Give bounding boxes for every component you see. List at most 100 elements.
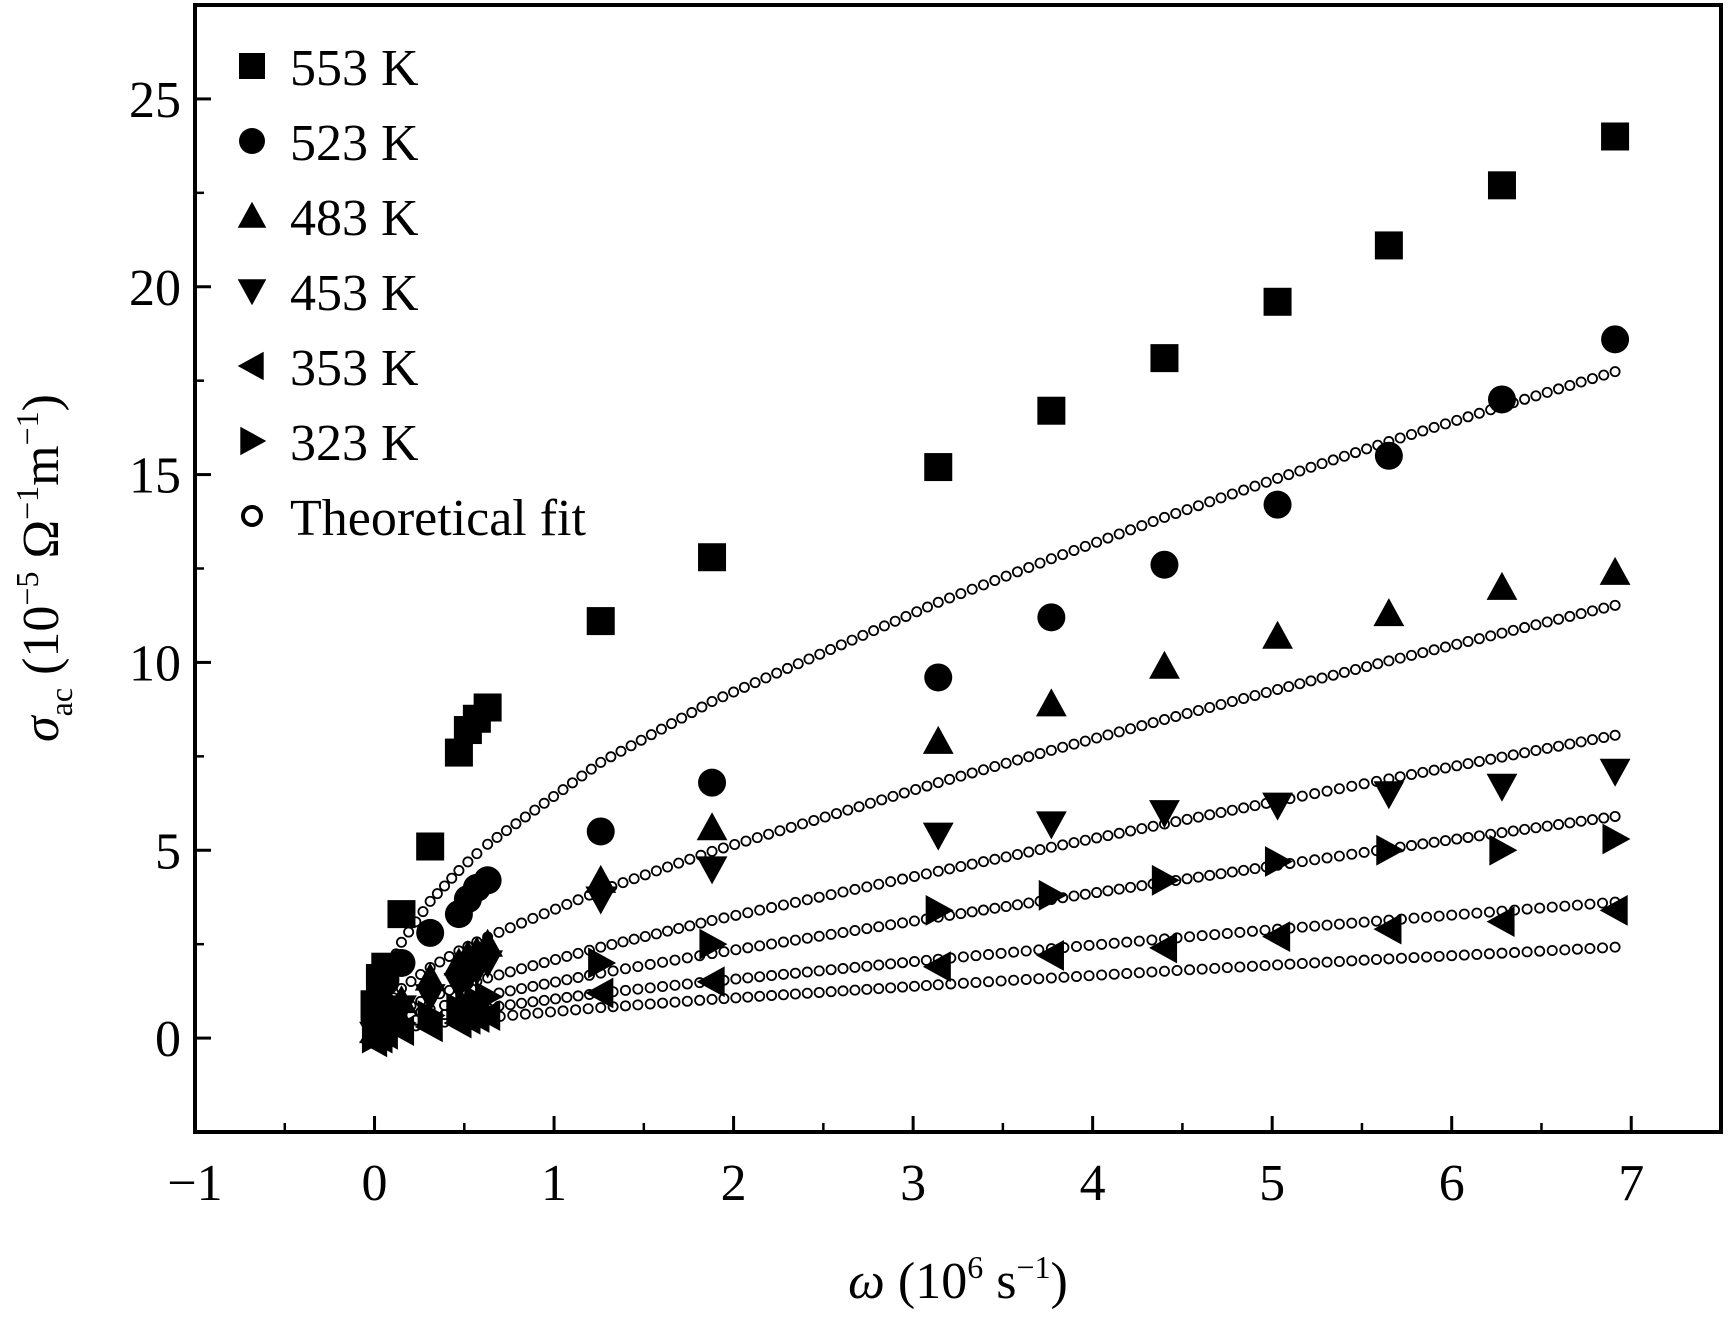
fit-marker bbox=[516, 917, 528, 929]
data-point-triangle-up bbox=[1486, 571, 1518, 600]
fit-marker bbox=[777, 989, 789, 1001]
fit-marker bbox=[801, 987, 813, 999]
fit-marker bbox=[1564, 817, 1576, 829]
fit-marker bbox=[989, 760, 1001, 772]
fit-marker bbox=[1609, 810, 1621, 822]
fit-marker bbox=[1181, 708, 1193, 720]
fit-marker bbox=[966, 583, 978, 595]
fit-marker bbox=[493, 969, 505, 981]
legend: 553 K 523 K 483 K 453 K 353 K 323 K Theoretica… bbox=[237, 40, 587, 547]
fit-marker bbox=[864, 797, 876, 809]
fit-marker bbox=[595, 756, 607, 768]
fit-marker bbox=[1559, 944, 1571, 956]
fit-marker bbox=[1045, 553, 1057, 565]
legend-marker-triangle-left bbox=[237, 351, 264, 381]
fit-marker bbox=[1079, 540, 1091, 552]
fit-marker bbox=[898, 787, 910, 799]
data-point-triangle-right bbox=[1376, 834, 1405, 866]
fit-marker bbox=[1068, 890, 1080, 902]
fit-marker bbox=[1471, 907, 1483, 919]
fit-marker bbox=[1091, 832, 1103, 844]
fit-marker bbox=[740, 835, 752, 847]
y-axis-sup: −5 bbox=[9, 572, 45, 606]
fit-marker bbox=[1249, 689, 1261, 701]
fit-marker bbox=[1586, 373, 1598, 385]
fit-marker bbox=[549, 953, 561, 965]
fit-marker bbox=[873, 878, 885, 890]
fit-marker bbox=[873, 983, 885, 995]
fit-marker bbox=[955, 908, 967, 920]
fit-marker bbox=[1272, 472, 1284, 484]
fit-marker bbox=[1462, 411, 1474, 423]
fit-marker bbox=[1439, 762, 1451, 774]
fit-marker bbox=[1597, 897, 1609, 909]
fit-marker bbox=[1462, 758, 1474, 770]
data-point-triangle-right bbox=[1489, 834, 1518, 866]
fit-marker bbox=[1102, 830, 1114, 842]
fit-marker bbox=[706, 845, 718, 857]
fit-marker bbox=[830, 808, 842, 820]
legend-marker-triangle-down bbox=[237, 279, 267, 306]
fit-marker bbox=[897, 957, 909, 969]
fit-marker bbox=[1496, 827, 1508, 839]
fit-marker bbox=[801, 894, 813, 906]
y-axis-title: σac (10−5 Ω−1m−1) bbox=[9, 394, 79, 742]
x-tick-label: 6 bbox=[1439, 1155, 1465, 1212]
fit-marker bbox=[1158, 965, 1170, 977]
fit-marker bbox=[717, 842, 729, 854]
fit-marker bbox=[1305, 461, 1317, 473]
data-point-circle bbox=[1150, 550, 1179, 579]
fit-marker bbox=[808, 814, 820, 826]
data-point-triangle-up bbox=[1149, 650, 1180, 679]
fit-marker bbox=[1519, 393, 1531, 405]
fit-marker bbox=[1034, 557, 1046, 569]
legend-marker-triangle-right bbox=[240, 426, 267, 456]
fit-marker bbox=[491, 831, 503, 843]
y-axis-text4: ) bbox=[13, 394, 70, 411]
fit-marker bbox=[1125, 881, 1137, 893]
fit-marker bbox=[706, 695, 718, 707]
fit-marker bbox=[825, 986, 837, 998]
fit-marker bbox=[681, 995, 693, 1007]
fit-marker bbox=[527, 960, 539, 972]
legend-label: 353 K bbox=[290, 340, 419, 397]
fit-marker bbox=[1485, 630, 1497, 642]
fit-marker bbox=[1136, 520, 1148, 532]
data-point-triangle-down bbox=[1373, 781, 1405, 810]
fit-marker bbox=[1068, 544, 1080, 556]
fit-marker bbox=[655, 723, 667, 735]
fit-marker bbox=[1204, 809, 1216, 821]
fit-marker bbox=[1226, 488, 1238, 500]
fit-marker bbox=[1209, 929, 1221, 941]
fit-marker bbox=[944, 863, 956, 875]
fit-marker bbox=[1553, 740, 1565, 752]
fit-marker bbox=[657, 997, 669, 1009]
fit-marker bbox=[846, 634, 858, 646]
fit-marker bbox=[1070, 970, 1082, 982]
x-tick-label: 5 bbox=[1259, 1155, 1285, 1212]
fit-marker bbox=[1011, 566, 1023, 578]
fit-marker bbox=[1575, 376, 1587, 388]
axis-ticks: −1 0 1 2 3 4 5 6 7 0 5 10 15 20 25 bbox=[129, 72, 1644, 1212]
fit-marker bbox=[605, 751, 617, 763]
fit-marker bbox=[632, 983, 644, 995]
fit-marker bbox=[792, 658, 804, 670]
x-axis-symbol: ω bbox=[848, 1253, 885, 1310]
fit-marker bbox=[1546, 945, 1558, 957]
fit-marker bbox=[1564, 610, 1576, 622]
fit-marker bbox=[673, 923, 685, 935]
fit-marker bbox=[1196, 963, 1208, 975]
fit-marker bbox=[728, 686, 740, 698]
x-axis-sup2: −1 bbox=[1016, 1249, 1050, 1285]
fit-marker bbox=[632, 961, 644, 973]
data-point-circle bbox=[387, 948, 416, 977]
fit-marker bbox=[1091, 732, 1103, 744]
fit-marker bbox=[1609, 941, 1621, 953]
fit-marker bbox=[1181, 873, 1193, 885]
fit-marker bbox=[639, 869, 651, 881]
data-point-triangle-down bbox=[1486, 773, 1518, 802]
data-point-triangle-down bbox=[922, 822, 954, 851]
fit-marker bbox=[1057, 839, 1069, 851]
y-tick-label: 25 bbox=[129, 72, 181, 129]
fit-marker bbox=[1196, 930, 1208, 942]
